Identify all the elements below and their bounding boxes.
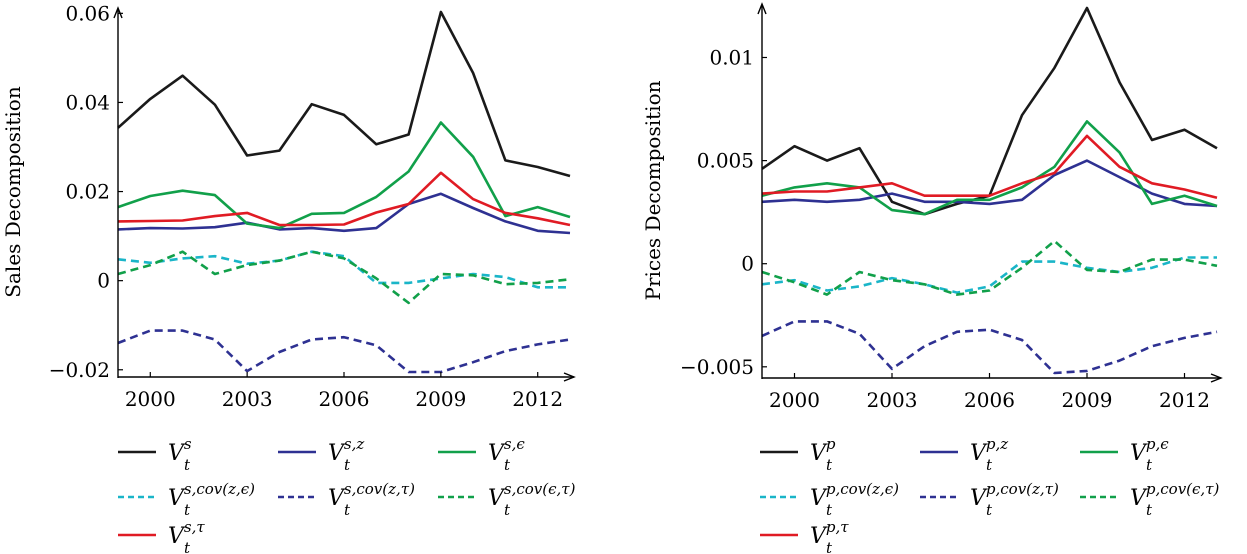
chart-panel-1: −0.02 0 0.02 0.04 0.06 2000 2003 2006 2009 2012 Sa… [1, 1, 576, 554]
legend-label-7: Vp,τ t [810, 518, 849, 554]
legend-label-5: Vs,cov(z,τ) t [328, 480, 415, 519]
y-tick-label: −0.02 [49, 358, 110, 382]
legend: Vs t Vs,z t Vs,ϵ t Vs,cov(z,ϵ) t Vs,cov(z,τ) t Vs,… [118, 435, 576, 554]
y-axis-label: Sales Decomposition [1, 86, 25, 298]
y-tick-label: −0.005 [680, 355, 754, 379]
chart-panel-2: −0.005 0 0.005 0.01 2000 2003 2006 2009 2012 Pric… [641, 2, 1223, 554]
legend-label-4: Vs,cov(z,ϵ) t [168, 480, 255, 519]
series-line-6 [761, 239, 1218, 296]
legend-label-5: Vp,cov(z,τ) t [970, 480, 1059, 519]
x-tick-label: 2000 [769, 388, 820, 412]
y-tick-label: 0.06 [65, 1, 110, 25]
x-tick-label: 2006 [319, 387, 370, 411]
series-line-3 [117, 121, 571, 230]
legend-label-4: Vp,cov(z,ϵ) t [810, 480, 899, 519]
legend-label-3: Vp,ϵ t [1130, 435, 1169, 474]
legend: Vp t Vp,z t Vp,ϵ t Vp,cov(z,ϵ) t Vp,cov(z,τ) t Vp,… [760, 435, 1219, 554]
series-line-4 [117, 250, 570, 289]
y-tick-label: 0.005 [697, 149, 754, 173]
x-tick-label: 2000 [125, 387, 176, 411]
series-line-5 [117, 329, 571, 374]
legend-label-1: Vp t [810, 435, 836, 474]
series-line-4 [761, 256, 1217, 294]
y-tick-label: 0.04 [65, 90, 110, 114]
y-tick-label: 0.01 [709, 45, 754, 69]
series-line-5 [761, 320, 1218, 375]
legend-label-7: Vs,τ t [168, 518, 205, 554]
x-tick-label: 2009 [1062, 388, 1113, 412]
y-axis-arrow [113, 6, 123, 19]
x-tick-label: 2012 [1159, 388, 1210, 412]
x-tick-label: 2003 [222, 387, 273, 411]
x-tick-label: 2009 [415, 387, 466, 411]
y-tick-label: 0.02 [65, 180, 110, 204]
y-tick-label: 0 [97, 269, 110, 293]
x-tick-label: 2012 [512, 387, 563, 411]
series-line-3 [761, 120, 1218, 216]
legend-label-2: Vp,z t [970, 435, 1008, 474]
y-tick-label: 0 [741, 252, 754, 276]
x-tick-label: 2003 [867, 388, 918, 412]
legend-label-6: Vs,cov(ϵ,τ) t [488, 480, 576, 519]
series-line-7 [761, 134, 1218, 199]
x-axis-arrow [1210, 373, 1223, 383]
x-axis-arrow [563, 372, 576, 382]
x-tick-label: 2006 [964, 388, 1015, 412]
y-axis-label: Prices Decomposition [641, 80, 665, 300]
series-line-2 [117, 192, 571, 235]
legend-label-3: Vs,ϵ t [488, 435, 525, 474]
legend-label-2: Vs,z t [328, 435, 364, 474]
legend-label-6: Vp,cov(ϵ,τ) t [1130, 480, 1219, 519]
series-line-7 [117, 171, 571, 227]
y-axis-arrow [757, 2, 767, 15]
legend-label-1: Vs t [168, 435, 192, 474]
series-line-6 [117, 250, 571, 305]
series-line-1 [117, 10, 571, 178]
